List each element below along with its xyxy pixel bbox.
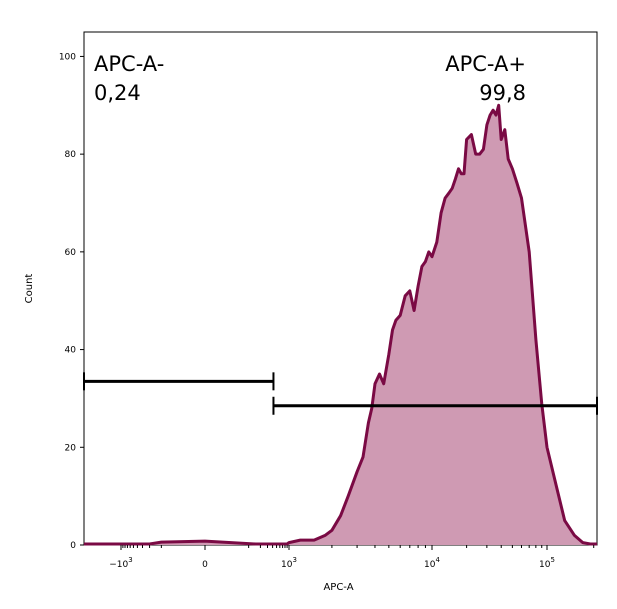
y-axis-label: Count (24, 274, 35, 304)
x-axis-label: APC-A (323, 582, 353, 593)
y-tick-label: 40 (65, 346, 77, 356)
histogram-outline (84, 103, 597, 546)
x-tick-label: 0 (202, 560, 208, 570)
x-axis-minor-ticks (122, 545, 595, 548)
gates: APC-A- 0,24 APC-A+ 99,8 (83, 52, 598, 415)
histogram-area (84, 105, 597, 546)
x-tick-label: 104 (424, 556, 440, 570)
x-tick-label: 105 (539, 556, 555, 570)
gate-name: APC-A- (94, 52, 164, 76)
y-tick-label: 20 (65, 443, 77, 453)
x-axis-ticks: −103 0 103 104 105 (109, 545, 555, 570)
gate-value: 99,8 (479, 81, 526, 105)
gate-value: 0,24 (94, 81, 141, 105)
x-tick-label: −103 (109, 556, 132, 570)
x-tick-label: 103 (281, 556, 297, 570)
gate-name: APC-A+ (445, 52, 526, 76)
y-tick-label: 80 (65, 150, 77, 160)
y-axis-ticks: 0 20 40 60 80 100 (59, 52, 84, 551)
y-tick-label: 0 (70, 541, 76, 551)
y-tick-label: 60 (65, 248, 77, 258)
y-tick-label: 100 (59, 52, 76, 62)
